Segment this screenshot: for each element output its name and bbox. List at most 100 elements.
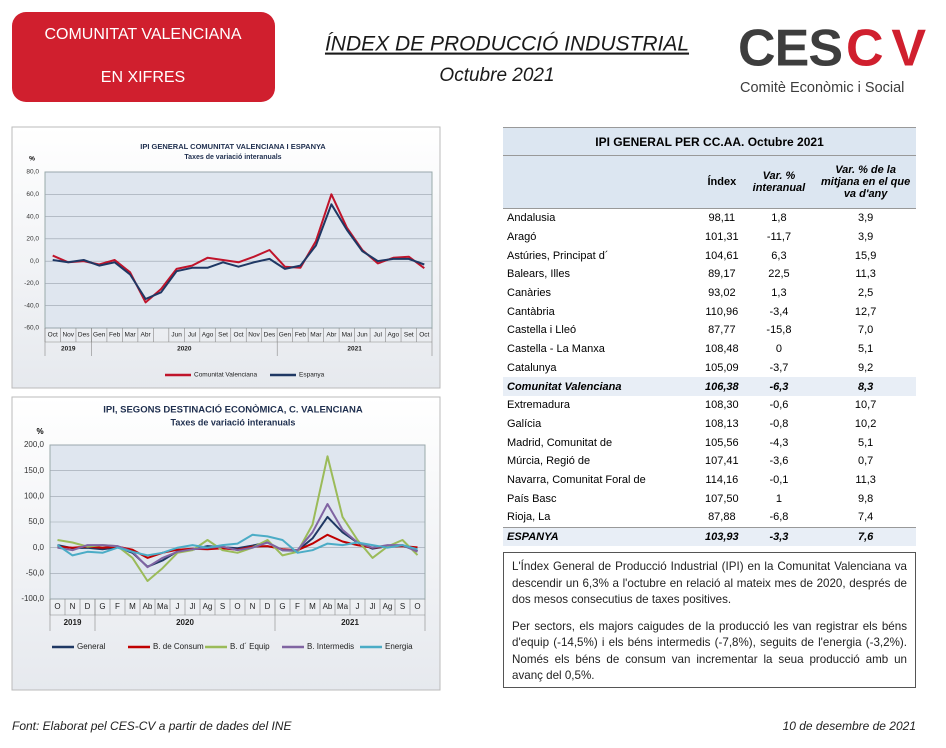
table-row: Canàries 93,02 1,3 2,5 [503,284,916,303]
x-tick-label: Jun [357,332,368,339]
footer-source: Font: Elaborat pel CES-CV a partir de da… [12,719,292,733]
table-cell: 3,9 [857,231,874,244]
x-tick-label: N [250,602,256,611]
y-tick-label: -40,0 [24,302,39,309]
badge-line: EN XIFRES [101,69,185,86]
table-cell: Castella - La Manxa [507,343,605,356]
table-cell: 98,11 [708,212,736,225]
x-tick-label: D [85,602,91,611]
x-tick-label: F [115,602,120,611]
table-cell: 101,31 [705,231,739,244]
x-tick-label: Mai [342,332,352,339]
table-cell: Comunitat Valenciana [503,377,701,396]
table-row: Cantàbria 110,96 -3,4 12,7 [503,302,916,321]
table-cell: Astúries, Principat d´ [507,249,609,262]
table-cell: 11,3 [855,268,876,281]
table-row: Balears, Illes 89,17 22,5 11,3 [503,265,916,284]
legend-label: General [77,642,106,651]
chart-title: IPI, SEGONS DESTINACIÓ ECONÒMICA, C. VAL… [103,404,363,416]
table-cell: Balears, Illes [507,268,570,281]
table-cell: Extremadura [507,399,570,412]
table-cell: 7,0 [857,324,874,337]
x-tick-label: Ag [383,602,393,611]
x-tick-label: J [176,602,180,611]
table-cell: 10,7 [854,399,877,412]
table-title-row: IPI GENERAL PER CC.AA. Octubre 2021 [503,127,916,156]
x-tick-label: Abr [141,332,152,339]
x-tick-label: Oct [233,332,243,339]
header-cell [503,155,701,209]
table-cell: 89,17 [708,268,736,281]
table-row: ESPANYA 103,93 -3,3 7,6 [503,526,916,547]
x-tick-label: Nov [248,332,260,339]
table-row: Galícia 108,13 -0,8 10,2 [503,415,916,434]
table-cell: 6,3 [771,249,787,262]
table-row: Andalusia 98,11 1,8 3,9 [503,209,916,228]
table-cell: Madrid, Comunitat de [507,436,613,449]
table-cell: 15,9 [854,249,877,262]
table-cell: -11,7 [766,231,792,244]
table-cell: 105,09 [705,361,739,374]
table-row: Navarra, Comunitat Foral de 114,16 -0,1 11,… [503,471,916,490]
x-tick-label: Oct [419,332,429,339]
table-cell: 5,1 [857,343,874,356]
table-cell: Galícia [507,417,542,430]
x-tick-label: Mar [125,332,137,339]
logo-right: CV [846,20,926,78]
plot-area [44,171,433,329]
x-tick-label: N [70,602,76,611]
table-row: Extremadura 108,30 -0,6 10,7 [503,396,916,415]
table-cell: País Basc [507,492,557,505]
table-cell: 107,41 [705,455,739,468]
year-label: 2020 [177,346,192,353]
table-cell: 93,02 [708,287,736,300]
table-row: País Basc 107,50 1 9,8 [503,489,916,508]
year-label: 2019 [64,618,82,627]
series-line [52,203,425,300]
table-cell: 108,13 [705,417,739,430]
header-cell: Índex [701,155,743,209]
table-cell: -6,8 [769,511,789,524]
x-tick-label: Ago [388,332,400,339]
table-cell: 11,3 [855,473,876,486]
table-cell: 7,6 [815,526,916,547]
table-cell: 108,30 [705,399,739,412]
y-tick-label: 200,0 [24,440,45,449]
table-row: Rioja, La 87,88 -6,8 7,4 [503,508,916,527]
x-tick-label: Ag [203,602,213,611]
paragraph: Per sectors, els majors caigudes de la p… [512,619,907,683]
table-cell: Aragó [507,231,537,244]
table: IPI GENERAL PER CC.AA. Octubre 2021 Índex… [503,127,916,547]
text-box: L'Índex General de Producció Industrial … [503,552,916,688]
table-cell: -0,6 [769,399,789,412]
table-cell: 3,9 [857,212,874,225]
table-row: Astúries, Principat d´ 104,61 6,3 15,9 [503,246,916,265]
legend-label: Comunitat Valenciana [194,372,257,379]
table-cell: 5,1 [857,436,874,449]
y-tick-label: 40,0 [26,213,39,220]
logo-left: CES [738,20,843,78]
table-title: IPI GENERAL PER CC.AA. Octubre 2021 [503,127,916,156]
y-axis-label: % [29,156,35,163]
y-tick-label: -50,0 [26,568,45,577]
y-tick-label: 100,0 [24,491,45,500]
x-tick-label: D [265,602,271,611]
x-tick-label: S [400,602,405,611]
table-header-row: Índex Var. % interanual Var. % de la mitja… [503,155,916,209]
table-cell: 10,2 [854,417,877,430]
y-axis-label: % [36,427,43,436]
x-tick-label: Nov [62,332,74,339]
legend-label: Energia [385,642,413,651]
table-cell: 7,4 [857,511,874,524]
table-cell: Navarra, Comunitat Foral de [507,473,646,486]
x-tick-label: Set [404,332,414,339]
x-tick-label: O [234,602,240,611]
table-cell: -3,4 [769,305,789,318]
x-tick-label: G [279,602,285,611]
table-cell: 9,8 [857,492,874,505]
x-tick-label: Mar [310,332,322,339]
x-tick-label: Feb [295,332,307,339]
x-tick-label: Oct [48,332,58,339]
badge-line: COMUNITAT VALENCIANA [44,26,241,43]
header-cell: Var. % interanual [742,155,816,209]
